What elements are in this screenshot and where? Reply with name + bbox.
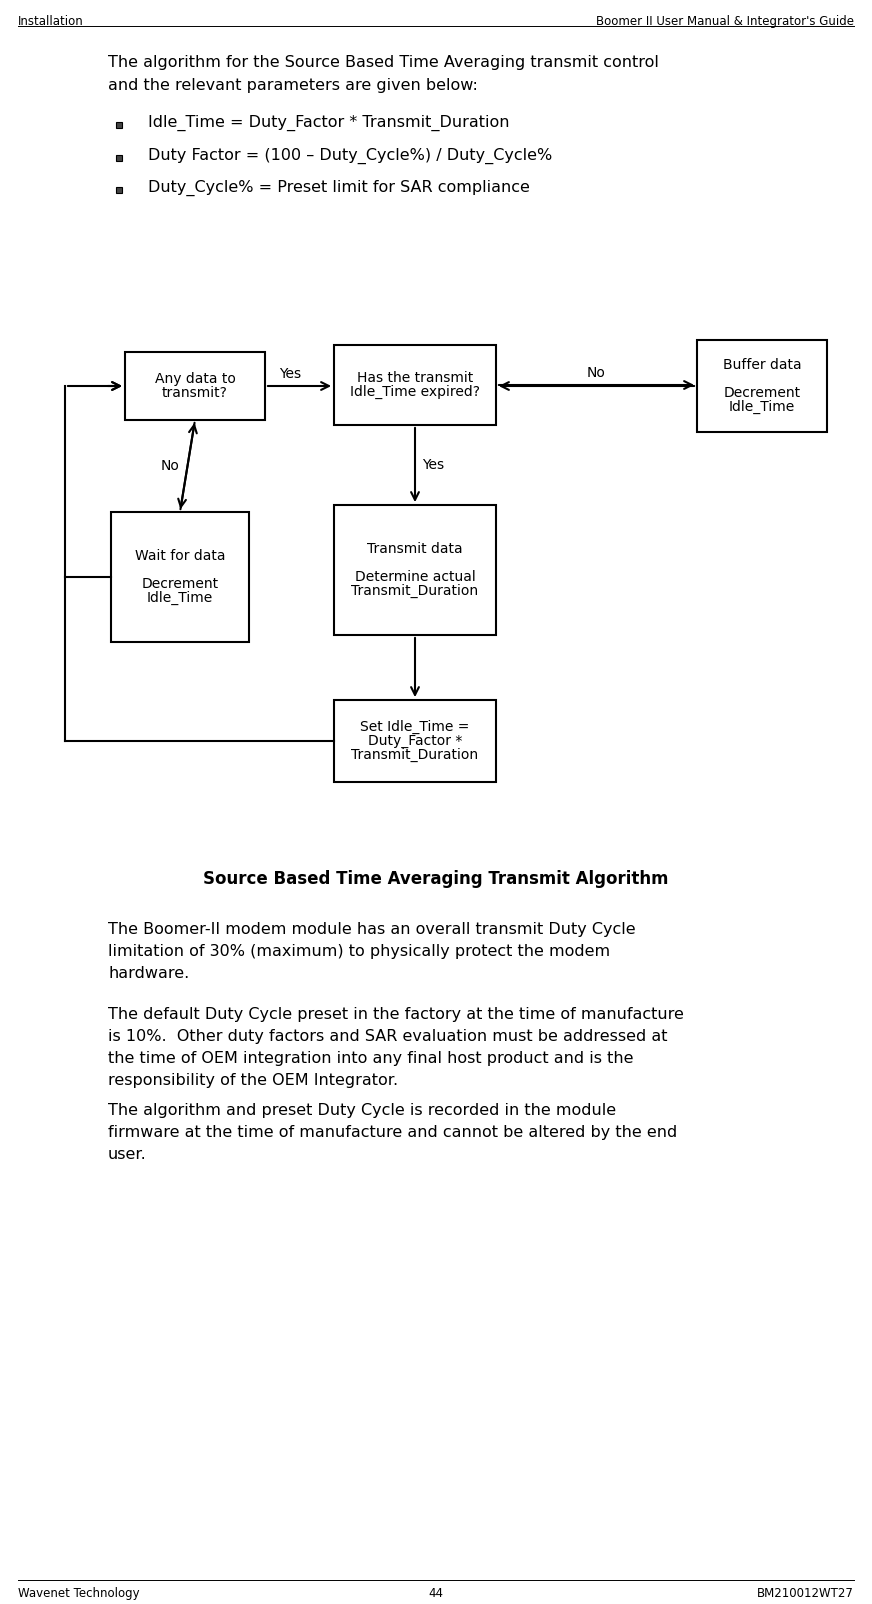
Text: Has the transmit: Has the transmit [357, 371, 473, 385]
Text: Source Based Time Averaging Transmit Algorithm: Source Based Time Averaging Transmit Alg… [203, 869, 669, 889]
Text: The Boomer-II modem module has an overall transmit Duty Cycle: The Boomer-II modem module has an overal… [108, 922, 636, 937]
Text: user.: user. [108, 1147, 146, 1161]
Text: Idle_Time: Idle_Time [729, 399, 795, 414]
Text: Boomer II User Manual & Integrator's Guide: Boomer II User Manual & Integrator's Gui… [596, 14, 854, 27]
Text: Yes: Yes [279, 367, 301, 382]
Text: transmit?: transmit? [162, 387, 228, 399]
Text: The algorithm and preset Duty Cycle is recorded in the module: The algorithm and preset Duty Cycle is r… [108, 1104, 617, 1118]
Text: Idle_Time: Idle_Time [146, 590, 213, 605]
Bar [334, 699, 496, 783]
Bar [116, 156, 122, 160]
Text: No: No [587, 366, 606, 380]
Text: Wait for data: Wait for data [135, 549, 225, 563]
Text: Buffer data: Buffer data [723, 358, 801, 372]
Bar [116, 188, 122, 192]
Text: Decrement: Decrement [724, 387, 800, 399]
Bar [111, 512, 249, 642]
Text: the time of OEM integration into any final host product and is the: the time of OEM integration into any fin… [108, 1051, 633, 1067]
Text: Duty_Cycle% = Preset limit for SAR compliance: Duty_Cycle% = Preset limit for SAR compl… [148, 180, 530, 196]
Text: Idle_Time = Duty_Factor * Transmit_Duration: Idle_Time = Duty_Factor * Transmit_Durat… [148, 115, 509, 132]
Text: Transmit data: Transmit data [367, 542, 463, 557]
Text: hardware.: hardware. [108, 966, 189, 982]
Text: limitation of 30% (maximum) to physically protect the modem: limitation of 30% (maximum) to physicall… [108, 945, 610, 959]
Text: Determine actual: Determine actual [355, 569, 475, 584]
Text: and the relevant parameters are given below:: and the relevant parameters are given be… [108, 79, 478, 93]
Text: is 10%.  Other duty factors and SAR evaluation must be addressed at: is 10%. Other duty factors and SAR evalu… [108, 1030, 667, 1044]
Bar [116, 122, 122, 128]
Text: No: No [160, 459, 180, 473]
Text: firmware at the time of manufacture and cannot be altered by the end: firmware at the time of manufacture and … [108, 1124, 678, 1140]
Text: The algorithm for the Source Based Time Averaging transmit control: The algorithm for the Source Based Time … [108, 55, 659, 71]
Text: Decrement: Decrement [141, 577, 219, 590]
Text: Idle_Time expired?: Idle_Time expired? [350, 385, 480, 399]
Text: The default Duty Cycle preset in the factory at the time of manufacture: The default Duty Cycle preset in the fac… [108, 1007, 684, 1022]
Text: responsibility of the OEM Integrator.: responsibility of the OEM Integrator. [108, 1073, 399, 1088]
Text: Wavenet Technology: Wavenet Technology [18, 1586, 140, 1601]
Text: Yes: Yes [422, 459, 444, 472]
Text: BM210012WT27: BM210012WT27 [757, 1586, 854, 1601]
Text: Duty_Factor *: Duty_Factor * [368, 735, 462, 747]
Text: Transmit_Duration: Transmit_Duration [351, 584, 479, 598]
Text: 44: 44 [428, 1586, 444, 1601]
Text: Set Idle_Time =: Set Idle_Time = [360, 720, 470, 735]
Text: Transmit_Duration: Transmit_Duration [351, 747, 479, 762]
Text: Any data to: Any data to [154, 372, 235, 387]
Text: Installation: Installation [18, 14, 84, 27]
Bar [697, 340, 827, 431]
Text: Duty Factor = (100 – Duty_Cycle%) / Duty_Cycle%: Duty Factor = (100 – Duty_Cycle%) / Duty… [148, 148, 552, 164]
Bar [125, 351, 265, 420]
Bar [334, 345, 496, 425]
Bar [334, 505, 496, 635]
